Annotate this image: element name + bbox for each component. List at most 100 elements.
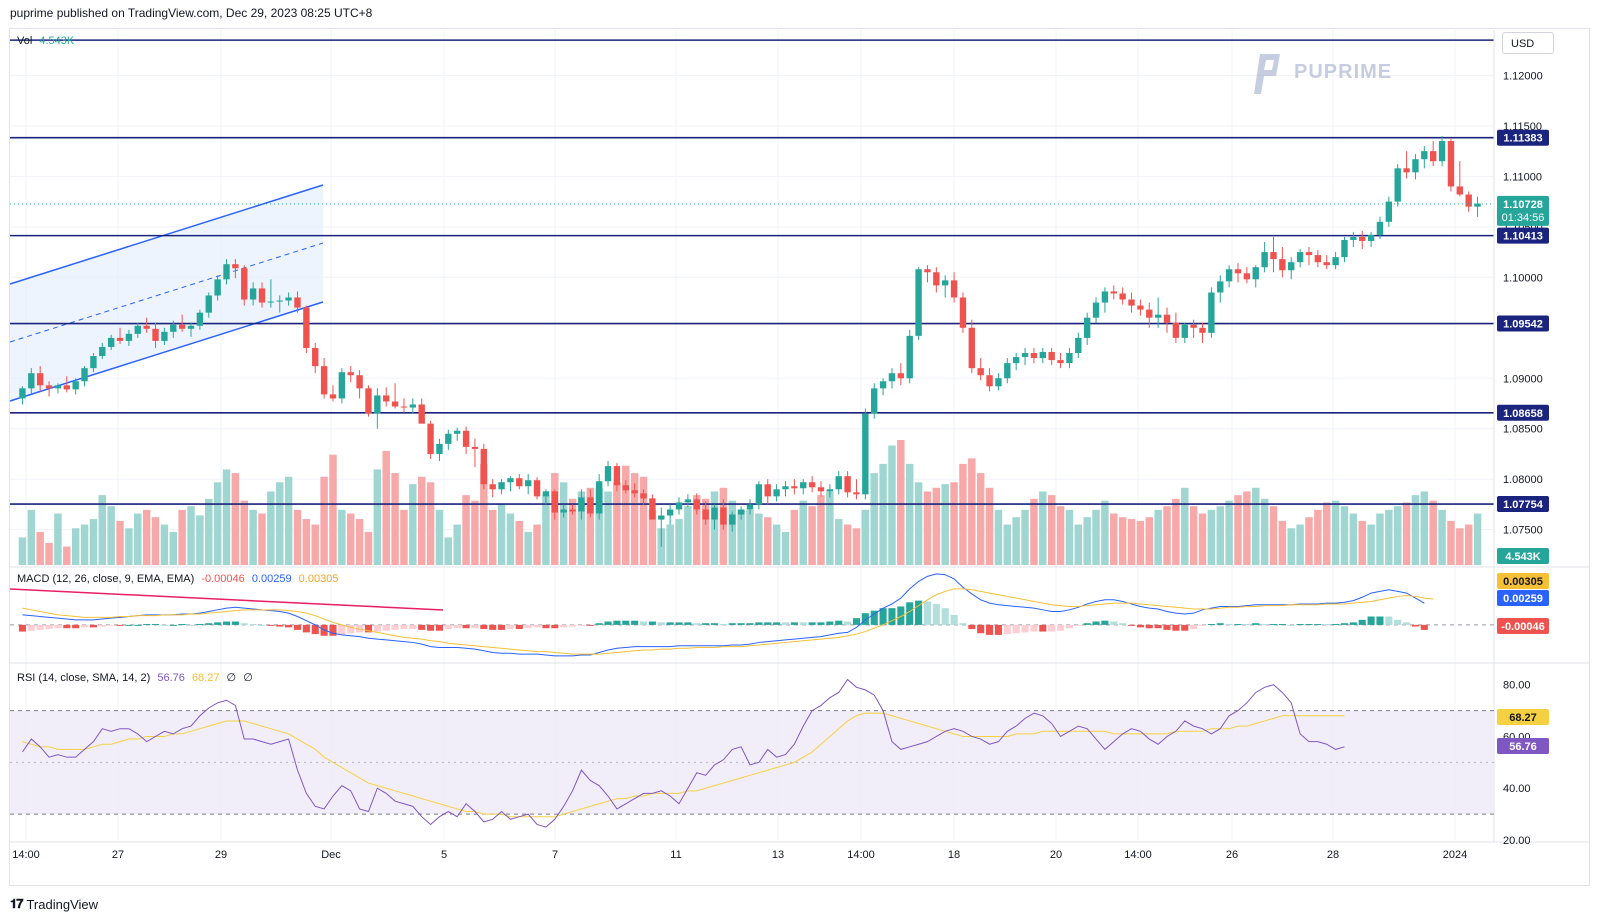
time-tick-label: 11 bbox=[670, 849, 681, 861]
rsi-legend-extra1: ∅ bbox=[226, 672, 237, 684]
macd-histogram-bar bbox=[169, 624, 177, 626]
macd-histogram-bar bbox=[427, 624, 435, 631]
candle-body bbox=[178, 324, 186, 329]
time-tick-label: 26 bbox=[1226, 849, 1238, 861]
volume-bar bbox=[107, 506, 115, 565]
macd-histogram-bar bbox=[773, 622, 781, 625]
macd-histogram-bar bbox=[932, 603, 940, 625]
volume-legend[interactable]: Vol 4.543K bbox=[17, 35, 78, 47]
volume-bar bbox=[1314, 509, 1322, 565]
macd-histogram-bar bbox=[98, 624, 106, 627]
volume-bar bbox=[355, 519, 364, 565]
currency-button[interactable]: USD bbox=[1502, 32, 1554, 54]
volume-bar bbox=[27, 509, 36, 565]
candle-body bbox=[782, 486, 789, 490]
volume-bar bbox=[1154, 509, 1162, 565]
macd-histogram-bar bbox=[116, 624, 124, 626]
candle-body bbox=[161, 331, 168, 341]
macd-histogram-bar bbox=[1340, 623, 1349, 625]
macd-histogram-bar bbox=[205, 623, 213, 625]
rsi-legend-value: 56.76 bbox=[157, 672, 185, 684]
volume-bar bbox=[959, 463, 967, 565]
candle-body bbox=[258, 288, 266, 303]
volume-bar bbox=[267, 491, 275, 565]
macd-histogram-bar bbox=[409, 624, 417, 630]
macd-histogram-bar bbox=[311, 624, 319, 635]
macd-histogram-bar bbox=[1127, 624, 1136, 626]
macd-histogram-bar bbox=[1074, 624, 1082, 626]
volume-bar bbox=[471, 500, 479, 565]
candle-body bbox=[418, 404, 425, 424]
rsi-legend-name: RSI (14, close, SMA, 14, 2) bbox=[17, 672, 151, 684]
macd-histogram-bar bbox=[285, 624, 293, 628]
macd-histogram-bar bbox=[604, 621, 612, 625]
macd-histogram-bar bbox=[675, 622, 683, 625]
candle-body bbox=[54, 385, 62, 389]
volume-bar bbox=[559, 482, 568, 565]
candle-body bbox=[1403, 168, 1410, 173]
volume-bar bbox=[1376, 513, 1384, 565]
macd-signal-line bbox=[22, 588, 1434, 655]
candle-body bbox=[977, 368, 984, 376]
candle-body bbox=[1101, 291, 1109, 303]
macd-histogram-bar bbox=[214, 622, 222, 625]
rsi-legend[interactable]: RSI (14, close, SMA, 14, 2) 56.76 68.27 … bbox=[17, 671, 257, 684]
volume-bar bbox=[879, 463, 887, 565]
volume-bar bbox=[36, 531, 44, 565]
candle-body bbox=[1288, 262, 1295, 271]
macd-histogram-bar bbox=[1136, 624, 1144, 628]
macd-signal-tag-bg bbox=[1497, 573, 1549, 589]
candle-body bbox=[356, 375, 363, 389]
macd-histogram-bar bbox=[1332, 624, 1340, 626]
macd-histogram-bar bbox=[915, 600, 923, 625]
volume-bar bbox=[1473, 513, 1482, 565]
watermark-text: PUPRIME bbox=[1294, 60, 1393, 83]
macd-histogram-bar bbox=[728, 623, 736, 625]
time-tick-label: 27 bbox=[112, 849, 124, 861]
candle-body bbox=[1217, 281, 1224, 293]
candle-body bbox=[143, 325, 150, 329]
candle-body bbox=[90, 356, 97, 369]
macd-histogram-bar bbox=[1349, 622, 1357, 625]
macd-histogram-bar bbox=[568, 624, 577, 627]
macd-histogram-bar bbox=[222, 621, 231, 625]
footer-brand-text: TradingView bbox=[26, 896, 99, 912]
volume-bar bbox=[524, 531, 532, 565]
candle-body bbox=[1359, 236, 1366, 241]
macd-histogram-bar bbox=[524, 624, 532, 629]
candle-body bbox=[320, 366, 328, 395]
candle-body bbox=[462, 430, 470, 447]
macd-histogram-bar bbox=[817, 622, 825, 625]
volume-bar bbox=[169, 531, 177, 565]
volume-bar bbox=[63, 546, 71, 565]
candle-body bbox=[968, 327, 976, 369]
candle-body bbox=[791, 486, 798, 489]
volume-bar bbox=[373, 469, 382, 565]
macd-value-tag-bg bbox=[1497, 590, 1549, 606]
candle-body bbox=[445, 433, 452, 444]
candle-body bbox=[391, 401, 399, 407]
candle-body bbox=[942, 280, 949, 286]
macd-histogram-bar bbox=[1056, 624, 1065, 631]
price-tick-label: 1.12000 bbox=[1503, 70, 1543, 82]
macd-histogram-bar bbox=[160, 624, 168, 626]
macd-histogram-bar bbox=[489, 624, 497, 630]
macd-legend-hist: -0.00046 bbox=[201, 573, 245, 585]
channel-upper-line bbox=[9, 184, 324, 285]
macd-histogram-bar bbox=[906, 602, 914, 625]
footer-brand[interactable]: 𝟏𝟕 TradingView bbox=[10, 896, 98, 912]
candle-body bbox=[36, 373, 44, 386]
candle-body bbox=[587, 497, 594, 514]
macd-histogram-bar bbox=[1154, 624, 1162, 629]
candle-body bbox=[578, 497, 585, 512]
candle-body bbox=[249, 288, 257, 300]
macd-histogram-bar bbox=[1003, 624, 1011, 635]
macd-histogram-bar bbox=[1261, 624, 1269, 626]
macd-histogram-bar bbox=[1403, 622, 1411, 625]
candle-body bbox=[107, 337, 115, 347]
macd-legend[interactable]: MACD (12, 26, close, 9, EMA, EMA) -0.000… bbox=[17, 573, 342, 585]
macd-legend-name: MACD (12, 26, close, 9, EMA, EMA) bbox=[17, 573, 195, 585]
macd-histogram-bar bbox=[1119, 623, 1127, 625]
macd-histogram-bar bbox=[879, 608, 887, 625]
